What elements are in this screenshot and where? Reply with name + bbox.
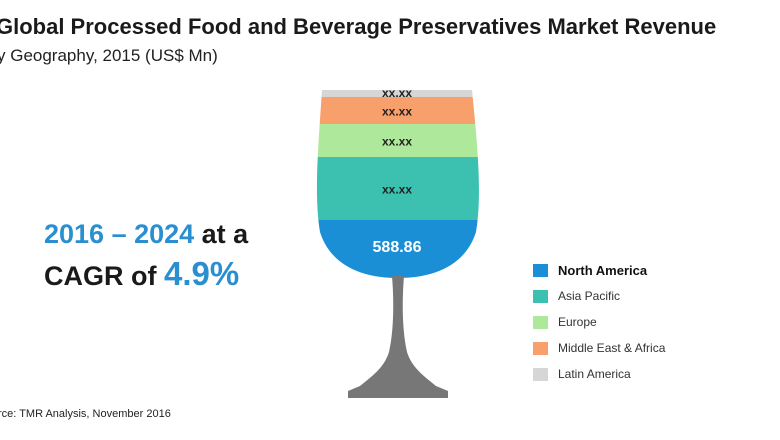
legend-swatch [533,263,548,277]
legend-swatch [533,367,548,381]
source-note: rce: TMR Analysis, November 2016 [0,408,171,420]
legend-item-latin-america: Latin America [533,361,665,387]
cagr-line-2: CAGR of 4.9% [44,254,248,296]
legend-swatch [533,315,548,329]
band-label-europe: xx.xx [382,135,412,149]
legend-label: Latin America [558,367,631,381]
legend-label: Asia Pacific [558,289,621,303]
band-label-asia-pacific: xx.xx [382,183,412,197]
cagr-value: 4.9% [163,255,240,292]
glass-stem [348,276,448,398]
band-label-north-america: 588.86 [373,239,422,256]
band-middle-east-africa [316,97,479,124]
legend-item-north-america: North America [533,257,665,283]
legend: North America Asia Pacific Europe Middle Ea… [533,257,665,387]
legend-label: North America [558,262,648,278]
cagr-years: 2016 – 2024 [44,219,195,249]
band-europe [316,124,479,157]
legend-swatch [533,289,548,303]
legend-swatch [533,341,548,355]
band-label-latin-america: xx.xx [382,86,412,100]
legend-item-europe: Europe [533,309,665,335]
cagr-line-1-rest: at a [194,219,249,249]
band-asia-pacific [316,157,479,220]
band-label-middle-east-africa: xx.xx [382,105,412,119]
legend-label: Europe [558,315,597,329]
cagr-line-1: 2016 – 2024 at a [44,214,248,254]
band-latin-america [316,90,479,97]
cagr-callout: 2016 – 2024 at a CAGR of 4.9% [44,214,248,296]
chart-title: Global Processed Food and Beverage Prese… [0,14,717,39]
band-labels: 588.86 xx.xx xx.xx xx.xx xx.xx [373,86,422,256]
legend-item-middle-east-africa: Middle East & Africa [533,335,665,361]
cagr-prefix: CAGR of [44,261,164,291]
legend-item-asia-pacific: Asia Pacific [533,283,665,309]
chart-subtitle: y Geography, 2015 (US$ Mn) [0,46,218,65]
legend-label: Middle East & Africa [558,341,666,355]
